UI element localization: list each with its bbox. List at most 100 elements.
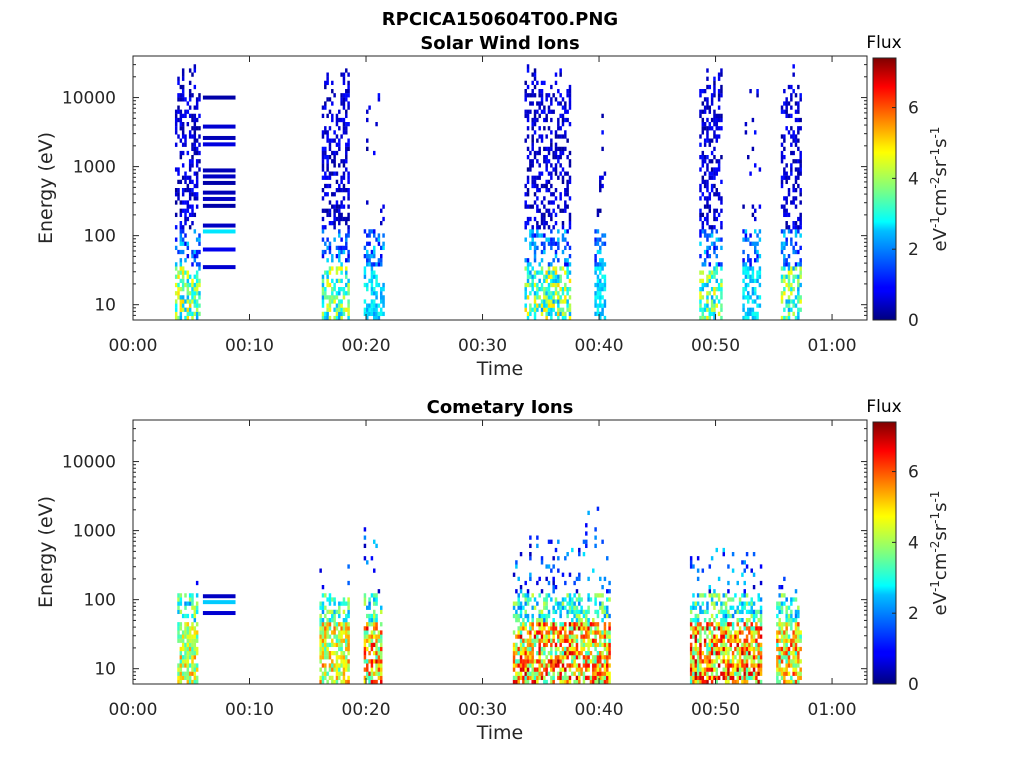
spectrogram-cell — [561, 299, 565, 304]
spectrogram-cell — [547, 274, 551, 279]
spectrogram-cell — [524, 626, 527, 631]
spectrogram-cell — [736, 659, 739, 664]
spectrogram-cell — [787, 299, 791, 304]
spectrogram-cell — [756, 315, 759, 321]
spectrogram-cell — [319, 626, 322, 631]
spectrogram-cell — [519, 589, 523, 594]
spectrogram-cell — [538, 646, 541, 652]
spectrogram-cell — [368, 303, 371, 308]
spectrogram-cell — [536, 245, 539, 251]
spectrogram-cell — [742, 278, 745, 284]
spectrogram-cell — [757, 626, 760, 631]
spectrogram-cell — [717, 311, 721, 317]
spectrogram-cell — [198, 311, 201, 317]
spectrogram-cell — [366, 200, 369, 205]
spectrogram-cell — [601, 130, 604, 135]
spectrogram-cell — [608, 613, 611, 619]
spectrogram-cell — [776, 638, 779, 643]
spectrogram-cell — [744, 233, 748, 238]
spectrogram-cell — [749, 311, 752, 317]
spectrogram-cell — [603, 241, 607, 246]
spectrogram-cell — [568, 105, 572, 110]
spectrogram-cell — [186, 671, 190, 676]
solar-wind-colorbar-label: eV-1cm-2sr-1s-1 — [928, 127, 951, 252]
spectrogram-cell — [186, 675, 190, 681]
spectrogram-cell — [752, 667, 756, 672]
spectrogram-cell — [783, 146, 786, 152]
spectrogram-cell — [526, 270, 530, 275]
spectrogram-cell — [738, 638, 742, 643]
spectrogram-cell — [564, 299, 567, 304]
spectrogram-cell — [794, 196, 798, 201]
spectrogram-cell — [195, 282, 199, 288]
spectrogram-cell — [750, 675, 753, 681]
spectrogram-cell — [596, 208, 600, 213]
spectrogram-cell — [543, 80, 546, 86]
spectrogram-cell — [599, 287, 602, 292]
spectrogram-cell — [554, 663, 558, 668]
spectrogram-cell — [554, 80, 558, 86]
spectrogram-cell — [794, 117, 798, 123]
spectrogram-cell — [195, 101, 199, 106]
spectrogram-cell — [331, 287, 334, 292]
spectrogram-cell — [338, 315, 341, 321]
spectrogram-cell — [703, 138, 707, 143]
spectrogram-cell — [531, 72, 534, 77]
spectrogram-cell — [557, 601, 560, 606]
spectrogram-cell — [568, 262, 572, 267]
spectrogram-cell — [519, 667, 523, 672]
spectrogram-cell — [366, 138, 369, 143]
spectrogram-cell — [696, 651, 700, 656]
spectrogram-cell — [342, 122, 346, 127]
spectrogram-cell — [526, 679, 530, 685]
spectrogram-cell — [191, 315, 194, 321]
spectrogram-cell — [701, 315, 705, 321]
spectrogram-cell — [331, 667, 334, 672]
spectrogram-cell — [758, 266, 762, 271]
spectrogram-cell — [526, 84, 530, 90]
spectrogram-cell — [191, 642, 194, 648]
spectrogram-cell — [186, 622, 190, 627]
spectrogram-cell — [340, 179, 343, 185]
spectrogram-cell — [701, 282, 705, 288]
spectrogram-cell — [710, 188, 714, 193]
spectrogram-cell — [368, 241, 371, 246]
spectrogram-cell — [710, 667, 714, 672]
spectrogram-cell — [699, 93, 702, 98]
spectrogram-cell — [536, 659, 539, 664]
spectrogram-cell — [550, 626, 553, 631]
spectrogram-cell — [787, 659, 791, 664]
spectrogram-cell — [526, 113, 530, 119]
spectrogram-cell — [347, 146, 350, 152]
spectrogram-cell — [335, 113, 339, 119]
spectrogram-cell — [589, 622, 593, 627]
spectrogram-cell — [181, 634, 185, 639]
spectrogram-cell — [333, 609, 336, 615]
spectrogram-cell — [335, 638, 339, 643]
spectrogram-cell — [554, 282, 558, 288]
spectrogram-cell — [755, 622, 758, 627]
spectrogram-cell — [342, 245, 346, 251]
spectrogram-cell — [713, 315, 716, 321]
spectrogram-cell — [706, 622, 709, 627]
spectrogram-cell — [750, 642, 753, 648]
spectrogram-cell — [195, 249, 199, 255]
spectrogram-cell — [559, 155, 562, 160]
spectrogram-cell — [179, 634, 183, 639]
spectrogram-cell — [717, 196, 721, 201]
spectrogram-cell — [321, 642, 325, 648]
spectrogram-cell — [550, 307, 553, 312]
spectrum-line-segment — [202, 196, 236, 201]
spectrogram-cell — [382, 295, 385, 300]
spectrogram-cell — [706, 634, 709, 639]
spectrogram-cell — [545, 671, 548, 676]
spectrogram-cell — [759, 580, 763, 586]
spectrogram-cell — [338, 204, 341, 209]
spectrogram-cell — [557, 204, 560, 209]
spectrogram-cell — [524, 651, 527, 656]
spectrogram-cell — [785, 274, 788, 279]
spectrogram-cell — [738, 646, 742, 652]
spectrogram-cell — [538, 134, 541, 139]
spectrogram-cell — [749, 295, 752, 300]
spectrogram-cell — [559, 630, 562, 635]
